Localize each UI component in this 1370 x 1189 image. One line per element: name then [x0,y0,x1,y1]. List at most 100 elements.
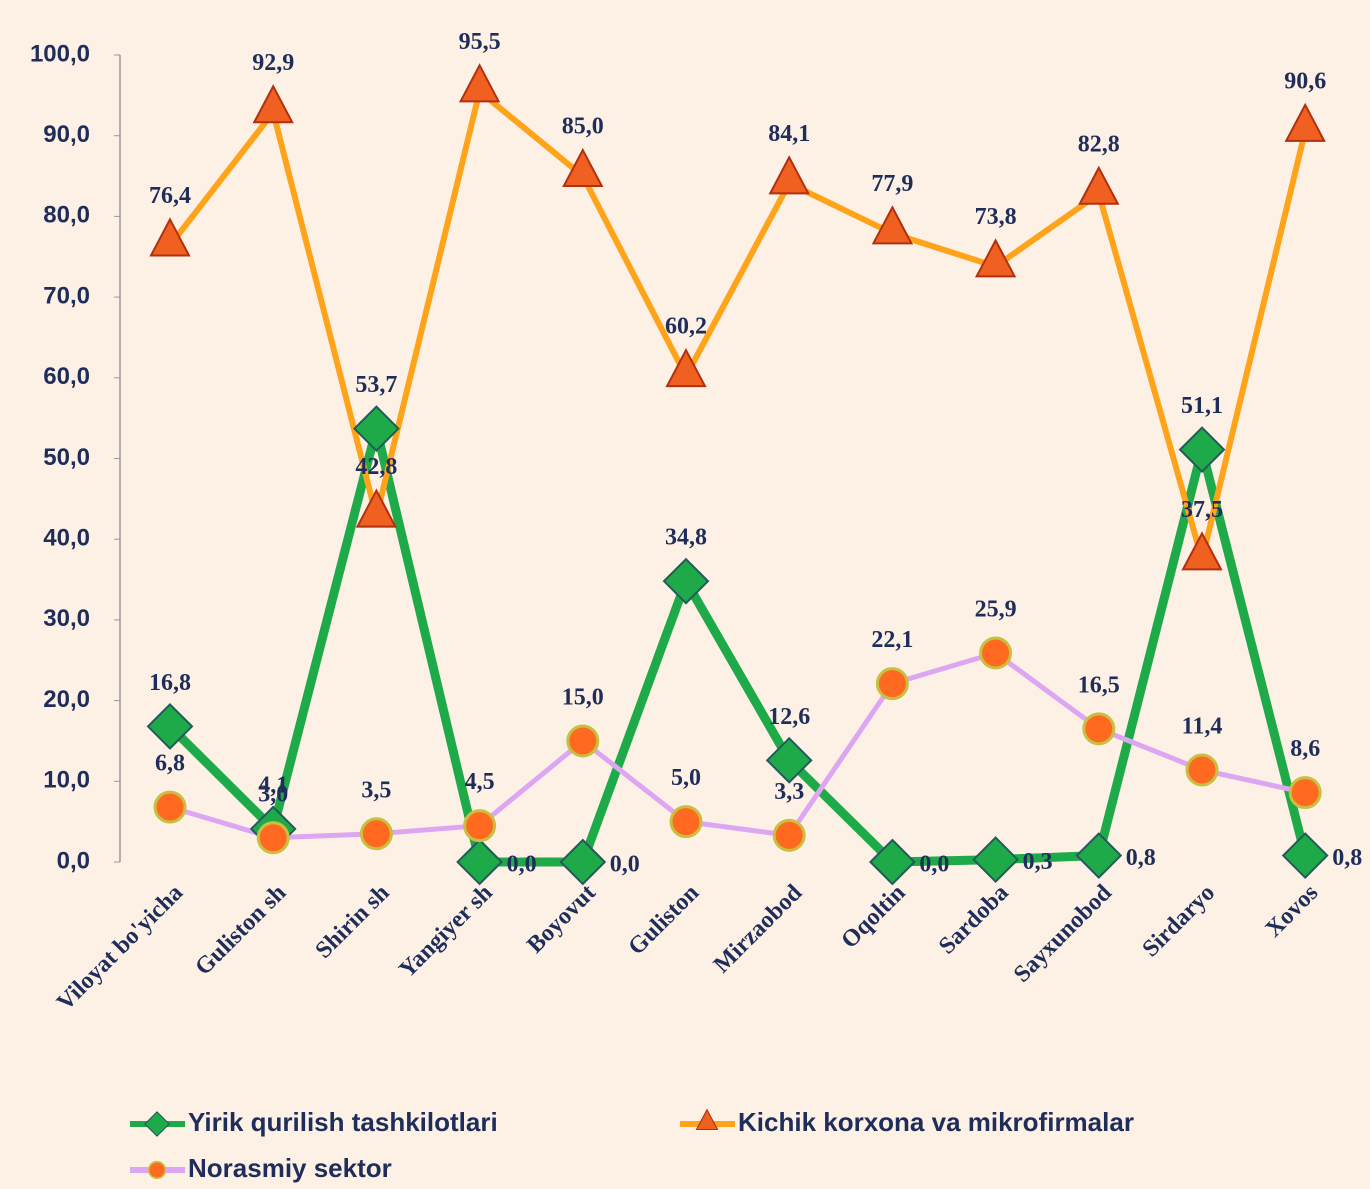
marker-diamond [456,838,504,886]
x-tick-label: Guliston sh [190,880,291,981]
x-tick-label: Mirzaobod [709,879,808,978]
data-label: 3,5 [361,777,391,803]
y-tick-label: 10,0 [43,767,90,794]
legend-label: Kichik korxona va mikrofirmalar [738,1107,1134,1137]
y-tick-label: 30,0 [43,605,90,632]
marker-diamond [972,836,1020,883]
legend-label: Yirik qurilish tashkilotlari [188,1107,498,1137]
marker-circle [669,805,703,839]
series-line [167,88,1309,563]
marker-circle [1185,753,1219,787]
data-label: 4,1 [258,772,288,798]
marker-diamond [1178,426,1226,474]
marker-circle [153,790,187,824]
marker-triangle [355,488,398,528]
data-label: 4,5 [465,769,495,795]
data-label: 53,7 [355,372,397,398]
marker-triangle [768,155,810,195]
y-tick-label: 100,0 [30,40,90,67]
y-tick-label: 40,0 [43,525,90,552]
x-tick-label: Sardoba [934,880,1014,960]
y-tick-label: 20,0 [43,686,90,713]
data-label: 92,9 [252,50,294,76]
data-label: 3,0 [258,781,288,807]
series-line [169,650,1306,841]
data-label: 11,4 [1182,714,1223,740]
data-label: 0,8 [1332,845,1362,871]
y-tick-label: 90,0 [43,121,90,148]
legend-label: Norasmiy sektor [188,1153,392,1183]
data-label: 60,2 [665,314,707,340]
y-tick-label: 60,0 [43,363,90,390]
data-label: 34,8 [665,525,707,551]
marker-diamond [765,736,813,784]
data-label: 0,0 [507,852,537,878]
x-tick-label: Guliston [623,880,704,961]
marker-circle [875,667,909,701]
data-label: 82,8 [1078,131,1120,157]
marker-triangle [458,63,501,103]
marker-circle [256,821,290,855]
data-label: 16,8 [149,670,191,696]
marker-triangle [1284,102,1326,142]
data-label: 0,0 [610,852,640,878]
x-tick-label: Boyovut [522,880,601,959]
data-label: 0,3 [1023,849,1053,875]
marker-diamond [868,838,916,886]
marker-diamond [144,1111,170,1137]
y-tick-label: 0,0 [57,847,90,874]
y-tick-label: 70,0 [43,282,90,309]
marker-circle [1288,776,1322,810]
marker-triangle [695,1108,719,1131]
data-label: 77,9 [871,171,913,197]
marker-diamond [146,703,194,750]
data-label: 84,1 [768,121,810,147]
y-tick-label: 50,0 [43,444,90,471]
marker-circle [772,818,806,852]
marker-circle [463,809,497,843]
data-label: 12,6 [768,704,810,730]
marker-circle [359,817,393,851]
marker-triangle [665,348,707,388]
marker-triangle [149,217,191,257]
x-tick-label: Sayxunobod [1009,879,1117,987]
data-label: 22,1 [871,627,913,653]
data-label: 5,0 [671,765,701,791]
data-label: 15,0 [562,684,604,710]
x-tick-label: Oqoltin [836,880,910,954]
marker-triangle [871,205,914,245]
marker-triangle [252,84,294,124]
data-label: 0,0 [919,852,949,878]
data-label: 85,0 [562,114,604,140]
marker-diamond [352,405,400,453]
x-tick-label: Xovos [1261,880,1324,943]
marker-circle [566,724,600,758]
data-label: 90,6 [1284,68,1326,94]
series-line [166,424,1310,867]
marker-triangle [1181,531,1223,571]
data-label: 37,5 [1181,497,1223,523]
data-label: 51,1 [1181,393,1223,419]
marker-triangle [974,238,1017,278]
marker-diamond [1281,832,1329,879]
x-tick-label: Viloyat bo'yicha [52,880,188,1016]
data-label: 73,8 [975,204,1017,230]
x-tick-label: Shirin sh [311,880,395,964]
marker-triangle [1078,165,1120,205]
marker-circle [979,636,1013,670]
data-label: 0,8 [1126,845,1156,871]
marker-diamond [1075,832,1123,879]
marker-triangle [562,147,604,188]
marker-circle [147,1160,167,1180]
marker-diamond [662,557,710,605]
data-label: 76,4 [149,183,191,209]
data-label: 95,5 [459,29,501,55]
data-label: 16,5 [1078,672,1120,698]
data-label: 6,8 [155,751,185,777]
marker-diamond [559,838,607,886]
marker-circle [1082,712,1116,746]
data-label: 8,6 [1290,736,1320,762]
data-label: 42,8 [355,454,397,480]
data-label: 25,9 [975,596,1017,622]
